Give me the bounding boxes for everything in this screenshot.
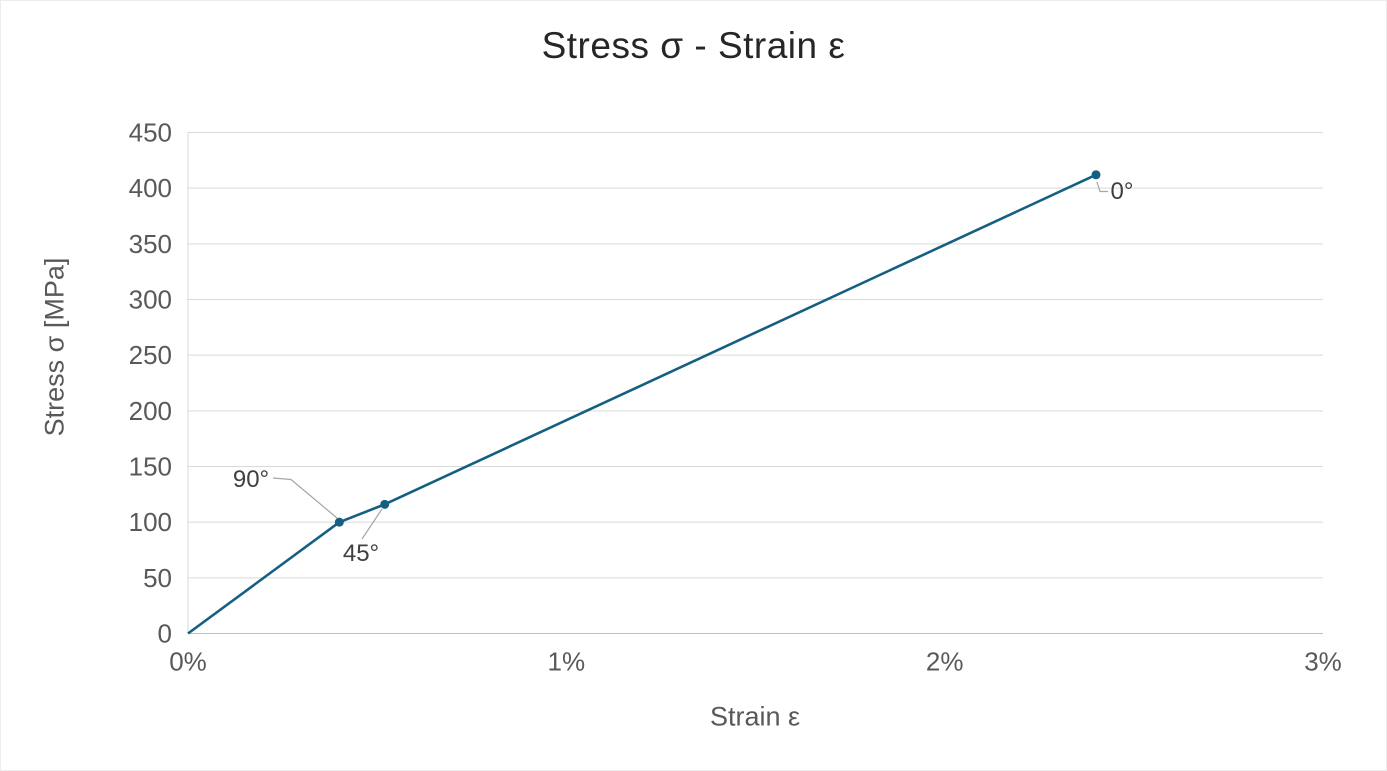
label-leader-line bbox=[361, 508, 383, 540]
label-leader-line bbox=[272, 477, 338, 519]
data-point-label: 45° bbox=[343, 540, 379, 567]
data-point-label: 0° bbox=[1111, 178, 1134, 205]
series-line bbox=[187, 173, 1097, 635]
x-tick-label: 1% bbox=[548, 647, 586, 677]
x-tick-label: 0% bbox=[169, 647, 207, 677]
data-point-marker bbox=[334, 517, 344, 527]
x-tick-label: 3% bbox=[1304, 647, 1342, 677]
y-tick-label: 100 bbox=[129, 507, 172, 537]
y-tick-label: 450 bbox=[129, 118, 172, 148]
x-axis-title: Strain ε bbox=[709, 701, 801, 732]
y-tick-label: 350 bbox=[129, 229, 172, 259]
y-axis-title: Stress σ [MPa] bbox=[39, 257, 70, 437]
data-point-marker bbox=[380, 499, 390, 509]
y-tick-label: 250 bbox=[129, 340, 172, 370]
y-tick-label: 150 bbox=[129, 452, 172, 482]
y-tick-label: 50 bbox=[143, 563, 172, 593]
y-tick-label: 400 bbox=[129, 173, 172, 203]
x-tick-label: 2% bbox=[926, 647, 964, 677]
label-leader-line bbox=[1096, 181, 1108, 193]
data-point-label: 90° bbox=[233, 466, 269, 493]
y-tick-label: 200 bbox=[129, 396, 172, 426]
data-point-marker bbox=[1091, 170, 1101, 180]
y-tick-label: 0 bbox=[158, 619, 172, 649]
y-tick-label: 300 bbox=[129, 285, 172, 315]
chart-title: Stress σ - Strain ε bbox=[541, 25, 846, 66]
